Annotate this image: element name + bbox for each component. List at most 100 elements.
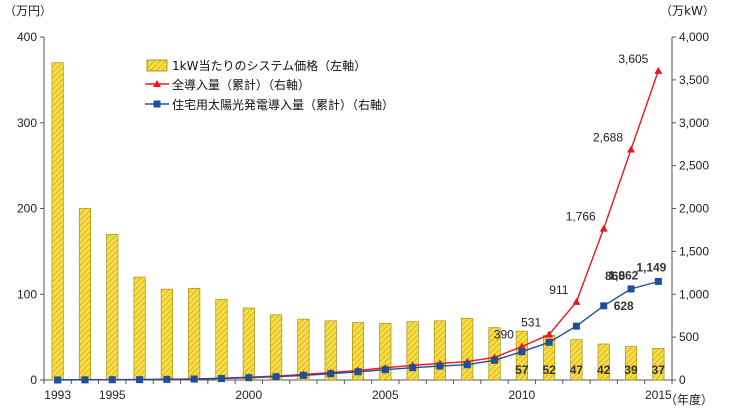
residential-capacity-point — [409, 364, 417, 372]
price-bar — [652, 347, 665, 381]
capacity-lines — [53, 66, 663, 384]
left-tick-label: 0 — [30, 373, 37, 387]
right-axis-unit: （万kW） — [660, 4, 715, 18]
right-tick-label: 3,000 — [679, 116, 709, 130]
right-tick-label: 2,000 — [679, 202, 709, 216]
legend: 1kW当たりのシステム価格（左軸） 全導入量（累計）（右軸） 住宅用太陽光発電導… — [145, 58, 394, 112]
x-axis-unit: （年度） — [665, 392, 713, 407]
legend-label-price: 1kW当たりのシステム価格（左軸） — [172, 58, 366, 73]
residential-capacity-point — [354, 368, 362, 376]
total-capacity-label: 1,766 — [566, 210, 596, 224]
price-bar-label: 37 — [652, 363, 666, 377]
price-bar — [297, 318, 310, 381]
legend-label-total: 全導入量（累計）（右軸） — [172, 77, 310, 92]
price-bar-label: 47 — [570, 363, 584, 377]
residential-capacity-label: 1,149 — [636, 260, 666, 274]
price-bar — [324, 320, 337, 381]
legend-swatch-price — [146, 59, 168, 72]
residential-capacity-point — [381, 366, 389, 374]
residential-capacity-point — [81, 376, 89, 384]
residential-capacity-point — [190, 375, 198, 383]
total-capacity-label: 531 — [521, 315, 541, 329]
price-bar — [51, 62, 64, 381]
total-capacity-label: 2,688 — [593, 131, 623, 145]
x-axis: 1993 1995 2000 2005 2010 2015 — [43, 379, 673, 402]
price-bar — [351, 322, 365, 381]
residential-capacity-point — [54, 376, 62, 384]
total-capacity-label: 390 — [494, 328, 514, 342]
residential-capacity-point — [327, 370, 335, 378]
residential-capacity-point — [217, 375, 225, 383]
right-tick-label: 4,000 — [679, 30, 709, 44]
right-axis: 0 500 1,000 1,500 2,000 2,500 3,000 3,500 4,000 — [671, 30, 709, 387]
left-axis-unit: （万円） — [4, 4, 52, 18]
residential-capacity-point — [245, 374, 253, 382]
left-tick-label: 400 — [17, 30, 37, 44]
residential-capacity-point — [518, 348, 526, 356]
total-capacity-point — [599, 224, 608, 232]
left-tick-label: 100 — [17, 287, 37, 301]
price-bar — [625, 346, 638, 381]
data-labels: 57 52 47 42 39 37 390 531 911 1,766 2,688 3,605 628 8… — [494, 52, 667, 377]
x-tick-label: 1995 — [99, 388, 126, 402]
legend-label-residential: 住宅用太陽光発電導入量（累計）（右軸） — [172, 97, 394, 112]
price-bar-label: 42 — [597, 363, 611, 377]
price-bars — [51, 62, 665, 381]
price-bar-label: 52 — [542, 363, 556, 377]
total-capacity-point — [545, 330, 554, 338]
total-capacity-point — [627, 145, 636, 153]
total-capacity-point — [572, 297, 581, 305]
price-bar — [570, 339, 583, 381]
residential-capacity-point — [163, 375, 171, 383]
right-tick-label: 2,500 — [679, 159, 709, 173]
right-tick-label: 500 — [679, 330, 699, 344]
residential-capacity-label: 628 — [614, 299, 634, 313]
right-tick-label: 0 — [679, 373, 686, 387]
right-tick-label: 1,000 — [679, 287, 709, 301]
x-tick-label: 2010 — [508, 388, 535, 402]
x-tick-label: 1993 — [44, 388, 71, 402]
residential-capacity-point — [491, 356, 499, 364]
residential-capacity-point — [436, 362, 444, 370]
x-tick-label: 2015 — [645, 388, 672, 402]
price-bar — [515, 330, 528, 381]
x-tick-label: 2000 — [235, 388, 262, 402]
price-bar — [461, 317, 474, 381]
residential-capacity-point — [272, 373, 280, 381]
price-bar — [242, 307, 255, 381]
residential-capacity-point — [654, 277, 662, 285]
price-bar — [160, 288, 173, 381]
price-bar — [406, 321, 419, 381]
legend-marker-total — [153, 80, 161, 87]
residential-capacity-point — [627, 285, 635, 293]
legend-marker-residential — [153, 100, 161, 108]
residential-capacity-point — [299, 371, 307, 379]
price-bar — [379, 323, 392, 381]
left-tick-label: 200 — [17, 202, 37, 216]
total-capacity-point — [654, 66, 663, 74]
left-tick-label: 300 — [17, 116, 37, 130]
price-bar — [433, 320, 446, 381]
price-bar — [106, 233, 119, 381]
price-bar-label: 39 — [624, 363, 638, 377]
price-bar — [270, 314, 283, 381]
total-capacity-point — [517, 342, 526, 350]
residential-capacity-point — [136, 376, 144, 384]
residential-capacity-point — [572, 322, 580, 330]
price-bar — [597, 343, 610, 381]
residential-capacity-point — [600, 302, 608, 310]
right-tick-label: 1,500 — [679, 244, 709, 258]
price-bar-label: 57 — [515, 363, 529, 377]
total-capacity-label: 911 — [549, 283, 568, 297]
x-tick-label: 2005 — [372, 388, 399, 402]
right-tick-label: 3,500 — [679, 73, 709, 87]
residential-capacity-label: 865 — [605, 269, 625, 283]
residential-capacity-point — [545, 338, 553, 346]
price-bar — [215, 299, 228, 381]
residential-capacity-point — [108, 376, 116, 384]
total-capacity-label: 3,605 — [618, 52, 648, 66]
residential-capacity-label: 1,062 — [608, 268, 638, 282]
price-bar — [133, 276, 146, 381]
price-bar — [188, 287, 201, 381]
